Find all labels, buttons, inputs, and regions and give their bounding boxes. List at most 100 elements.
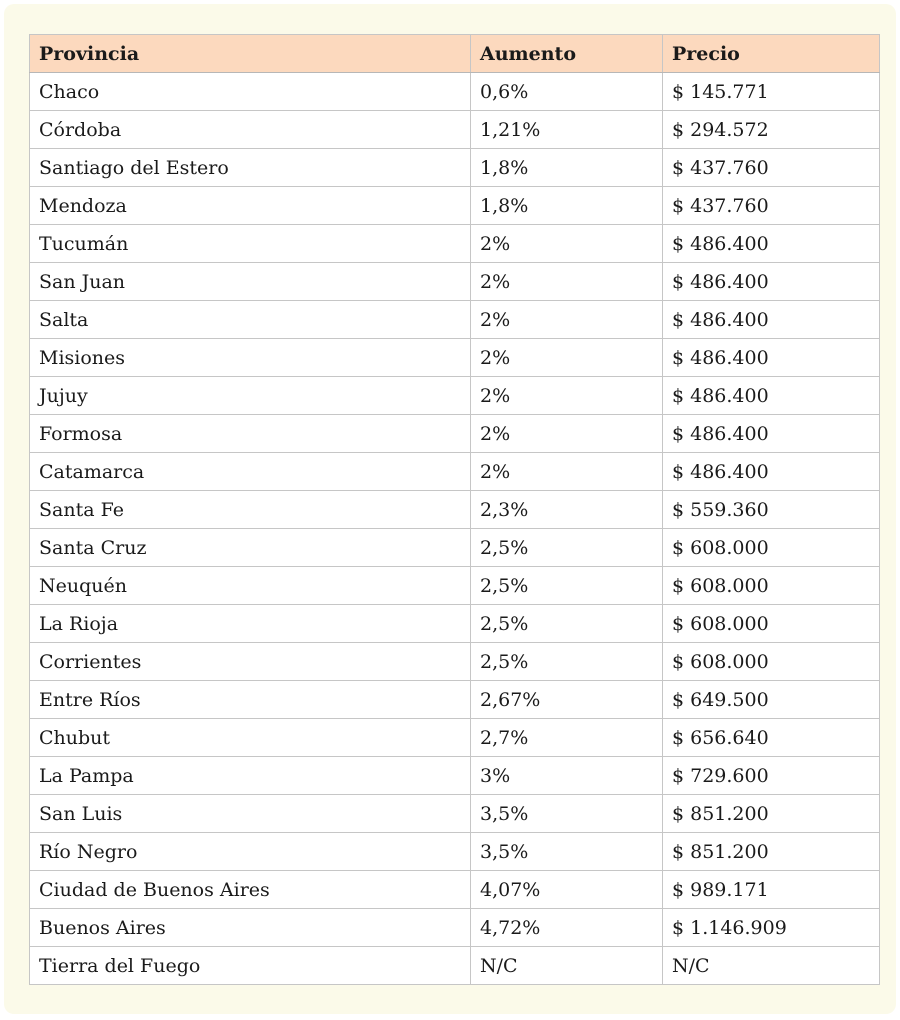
provincia-cell: Jujuy xyxy=(29,376,471,415)
table-header-row: Provincia Aumento Precio xyxy=(29,34,880,73)
precio-cell: $ 437.760 xyxy=(662,148,880,187)
table-row: Santa Fe 2,3% $ 559.360 xyxy=(29,490,880,529)
precio-cell: $ 486.400 xyxy=(662,376,880,415)
table-row: San Luis 3,5% $ 851.200 xyxy=(29,794,880,833)
provincia-cell: Catamarca xyxy=(29,452,471,491)
table-row: Catamarca 2% $ 486.400 xyxy=(29,452,880,491)
table-row: La Rioja 2,5% $ 608.000 xyxy=(29,604,880,643)
provincia-cell: Tucumán xyxy=(29,224,471,263)
provincia-cell: Chubut xyxy=(29,718,471,757)
precio-cell: $ 559.360 xyxy=(662,490,880,529)
table-row: Neuquén 2,5% $ 608.000 xyxy=(29,566,880,605)
precio-cell: $ 294.572 xyxy=(662,110,880,149)
precio-cell: $ 486.400 xyxy=(662,300,880,339)
precio-cell: $ 656.640 xyxy=(662,718,880,757)
table-body: Chaco 0,6% $ 145.771 Córdoba 1,21% $ 294.572 S… xyxy=(29,72,880,985)
table-row: Río Negro 3,5% $ 851.200 xyxy=(29,832,880,871)
provincia-cell: Salta xyxy=(29,300,471,339)
aumento-cell: 2% xyxy=(470,414,663,453)
provincia-cell: Río Negro xyxy=(29,832,471,871)
precio-cell: $ 437.760 xyxy=(662,186,880,225)
aumento-cell: 4,72% xyxy=(470,908,663,947)
aumento-cell: 2% xyxy=(470,376,663,415)
precio-cell: $ 608.000 xyxy=(662,642,880,681)
aumento-cell: 3,5% xyxy=(470,794,663,833)
aumento-cell: N/C xyxy=(470,946,663,985)
table-row: Tierra del Fuego N/C N/C xyxy=(29,946,880,985)
provincia-cell: Corrientes xyxy=(29,642,471,681)
aumento-cell: 2% xyxy=(470,224,663,263)
precio-cell: $ 851.200 xyxy=(662,794,880,833)
provincia-cell: Neuquén xyxy=(29,566,471,605)
precio-cell: $ 1.146.909 xyxy=(662,908,880,947)
table-row: Formosa 2% $ 486.400 xyxy=(29,414,880,453)
table-row: Santa Cruz 2,5% $ 608.000 xyxy=(29,528,880,567)
precio-cell: $ 486.400 xyxy=(662,338,880,377)
precio-cell: $ 486.400 xyxy=(662,262,880,301)
provincia-cell: Entre Ríos xyxy=(29,680,471,719)
precio-cell: $ 989.171 xyxy=(662,870,880,909)
provincia-cell: Chaco xyxy=(29,72,471,111)
provincia-cell: La Rioja xyxy=(29,604,471,643)
column-header-aumento: Aumento xyxy=(470,34,663,73)
content-card: Provincia Aumento Precio Chaco 0,6% $ 145.… xyxy=(4,4,896,1014)
table-row: Mendoza 1,8% $ 437.760 xyxy=(29,186,880,225)
table-row: Ciudad de Buenos Aires 4,07% $ 989.171 xyxy=(29,870,880,909)
table-row: Corrientes 2,5% $ 608.000 xyxy=(29,642,880,681)
provincia-cell: La Pampa xyxy=(29,756,471,795)
precio-cell: $ 608.000 xyxy=(662,604,880,643)
aumento-cell: 2,3% xyxy=(470,490,663,529)
table-row: La Pampa 3% $ 729.600 xyxy=(29,756,880,795)
aumento-cell: 2% xyxy=(470,338,663,377)
aumento-cell: 3% xyxy=(470,756,663,795)
provincia-cell: Santiago del Estero xyxy=(29,148,471,187)
precio-cell: $ 486.400 xyxy=(662,414,880,453)
column-header-precio: Precio xyxy=(662,34,880,73)
provincia-cell: Buenos Aires xyxy=(29,908,471,947)
provincia-cell: Misiones xyxy=(29,338,471,377)
column-header-provincia: Provincia xyxy=(29,34,471,73)
precio-cell: N/C xyxy=(662,946,880,985)
provincia-cell: Ciudad de Buenos Aires xyxy=(29,870,471,909)
provinces-price-table: Provincia Aumento Precio Chaco 0,6% $ 145.… xyxy=(29,34,880,985)
provincia-cell: Tierra del Fuego xyxy=(29,946,471,985)
table-row: Entre Ríos 2,67% $ 649.500 xyxy=(29,680,880,719)
table-row: Córdoba 1,21% $ 294.572 xyxy=(29,110,880,149)
aumento-cell: 0,6% xyxy=(470,72,663,111)
aumento-cell: 2% xyxy=(470,262,663,301)
aumento-cell: 2% xyxy=(470,300,663,339)
precio-cell: $ 729.600 xyxy=(662,756,880,795)
precio-cell: $ 851.200 xyxy=(662,832,880,871)
precio-cell: $ 608.000 xyxy=(662,566,880,605)
table-row: Chaco 0,6% $ 145.771 xyxy=(29,72,880,111)
aumento-cell: 1,8% xyxy=(470,186,663,225)
table-row: Misiones 2% $ 486.400 xyxy=(29,338,880,377)
precio-cell: $ 486.400 xyxy=(662,224,880,263)
provincia-cell: Santa Cruz xyxy=(29,528,471,567)
aumento-cell: 4,07% xyxy=(470,870,663,909)
provincia-cell: Santa Fe xyxy=(29,490,471,529)
provincia-cell: San Luis xyxy=(29,794,471,833)
table-row: Tucumán 2% $ 486.400 xyxy=(29,224,880,263)
aumento-cell: 1,8% xyxy=(470,148,663,187)
table-row: Salta 2% $ 486.400 xyxy=(29,300,880,339)
precio-cell: $ 145.771 xyxy=(662,72,880,111)
table-row: Jujuy 2% $ 486.400 xyxy=(29,376,880,415)
table-row: Santiago del Estero 1,8% $ 437.760 xyxy=(29,148,880,187)
provincia-cell: San Juan xyxy=(29,262,471,301)
table-row: Buenos Aires 4,72% $ 1.146.909 xyxy=(29,908,880,947)
provincia-cell: Mendoza xyxy=(29,186,471,225)
precio-cell: $ 486.400 xyxy=(662,452,880,491)
aumento-cell: 2,5% xyxy=(470,642,663,681)
precio-cell: $ 649.500 xyxy=(662,680,880,719)
precio-cell: $ 608.000 xyxy=(662,528,880,567)
aumento-cell: 3,5% xyxy=(470,832,663,871)
provincia-cell: Formosa xyxy=(29,414,471,453)
aumento-cell: 2,5% xyxy=(470,528,663,567)
provincia-cell: Córdoba xyxy=(29,110,471,149)
aumento-cell: 1,21% xyxy=(470,110,663,149)
aumento-cell: 2,7% xyxy=(470,718,663,757)
aumento-cell: 2% xyxy=(470,452,663,491)
aumento-cell: 2,5% xyxy=(470,604,663,643)
